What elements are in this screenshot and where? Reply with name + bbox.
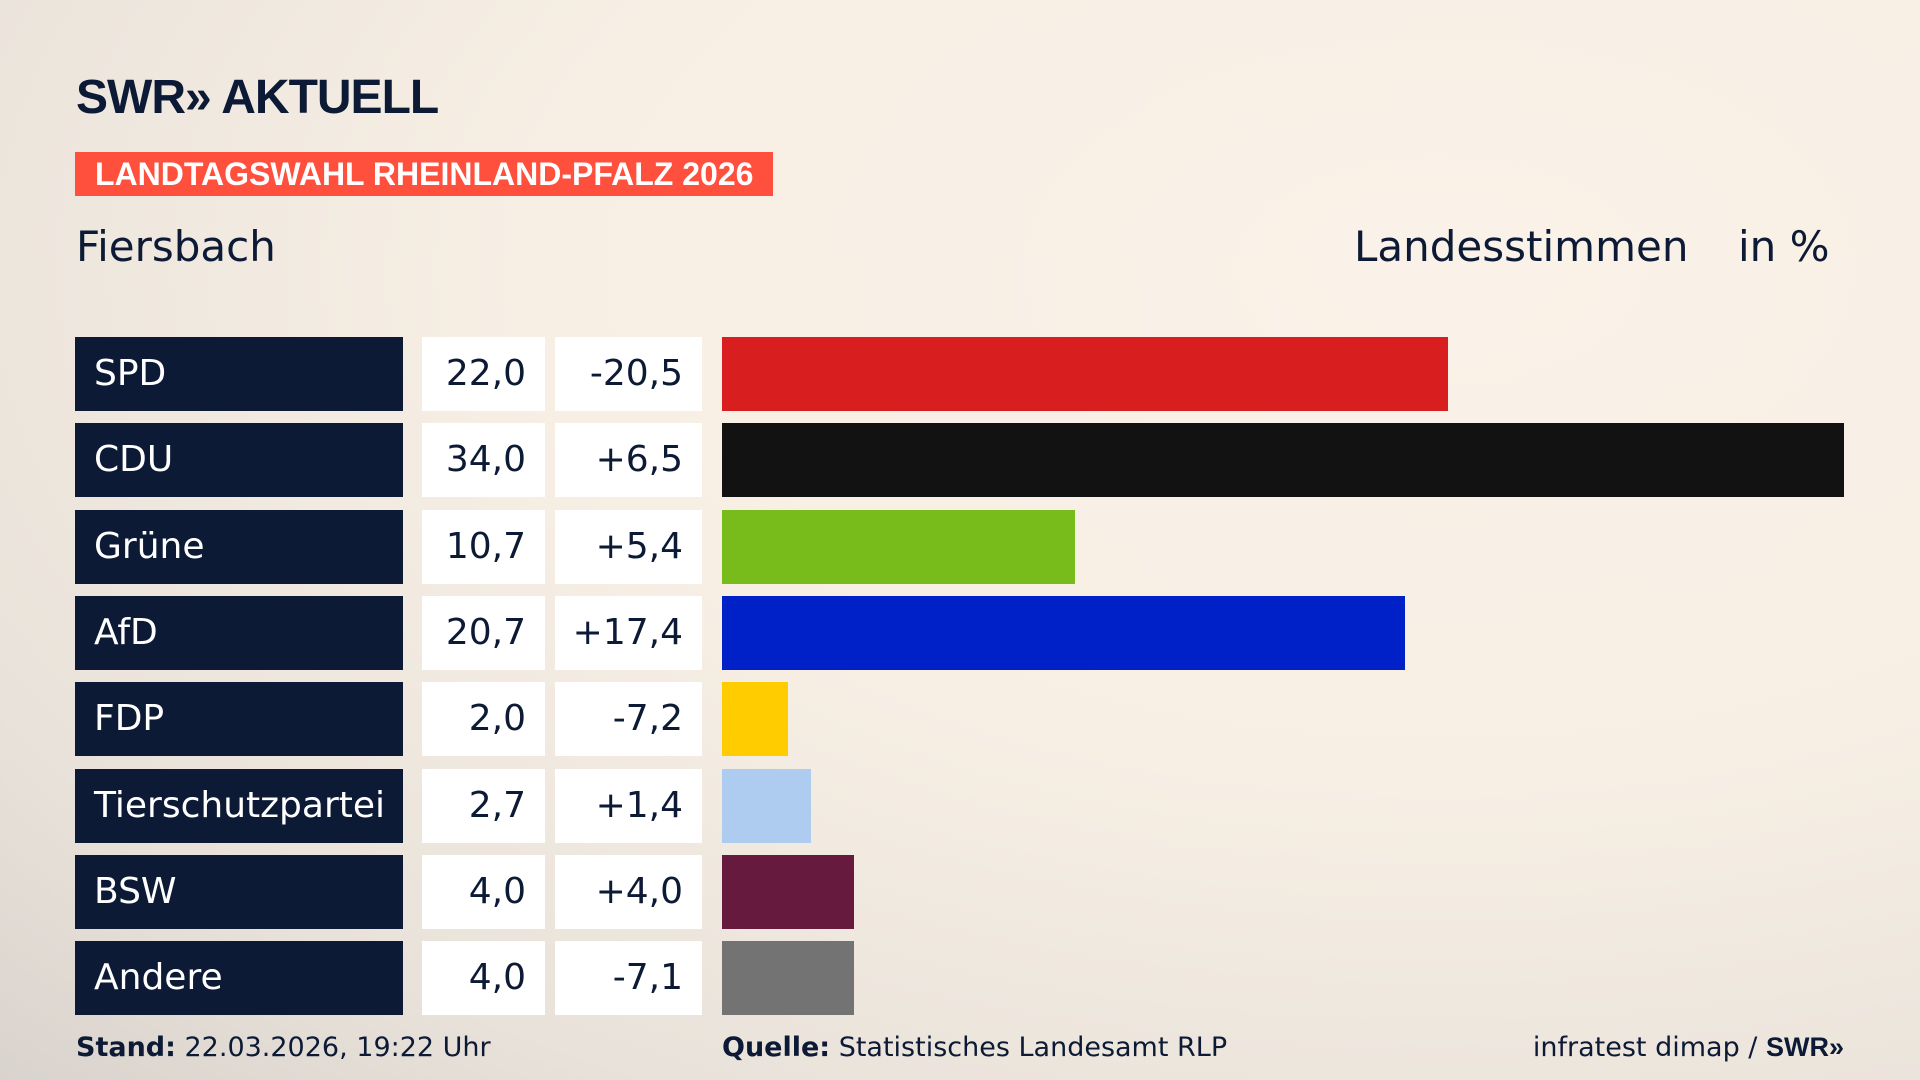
party-name: FDP xyxy=(75,682,403,757)
party-change: +17,4 xyxy=(555,595,702,670)
party-bar xyxy=(722,423,1844,498)
party-row: Andere 4,0 -7,1 xyxy=(0,941,1920,1016)
party-name: BSW xyxy=(75,854,403,929)
place-title: Fiersbach xyxy=(76,222,276,271)
party-row: SPD 22,0 -20,5 xyxy=(0,337,1920,411)
party-bar xyxy=(722,941,854,1016)
party-change: -20,5 xyxy=(555,337,702,411)
stand-label: Stand: xyxy=(76,1032,176,1063)
party-bar xyxy=(722,509,1076,584)
party-name: CDU xyxy=(75,423,403,498)
unit-label: in % xyxy=(1738,222,1830,271)
party-bar xyxy=(722,337,1448,411)
source: Quelle: Statistisches Landesamt RLP xyxy=(722,1032,1227,1063)
swr-logo: SWR» xyxy=(1765,1032,1844,1062)
party-bar xyxy=(722,595,1406,670)
party-value: 4,0 xyxy=(422,854,545,929)
party-name: Grüne xyxy=(75,509,403,584)
party-value: 4,0 xyxy=(422,941,545,1016)
party-change: +5,4 xyxy=(555,509,702,584)
party-bar xyxy=(722,854,854,929)
party-bar xyxy=(722,768,812,843)
party-change: +4,0 xyxy=(555,854,702,929)
party-row: FDP 2,0 -7,2 xyxy=(0,682,1920,757)
party-change: -7,2 xyxy=(555,682,702,757)
timestamp: Stand: 22.03.2026, 19:22 Uhr xyxy=(76,1032,491,1063)
party-value: 2,0 xyxy=(422,682,545,757)
party-value: 22,0 xyxy=(422,337,545,411)
party-name: Tierschutzpartei xyxy=(75,768,403,843)
party-value: 34,0 xyxy=(422,423,545,498)
credit: infratest dimap / SWR» xyxy=(1533,1032,1844,1063)
credit-text: infratest dimap / xyxy=(1532,1032,1766,1063)
party-row: Tierschutzpartei 2,7 +1,4 xyxy=(0,768,1920,843)
party-row: CDU 34,0 +6,5 xyxy=(0,423,1920,498)
source-value: Statistisches Landesamt RLP xyxy=(830,1032,1228,1063)
swr-aktuell-logo: SWR» AKTUELL xyxy=(76,71,439,124)
party-row: Grüne 10,7 +5,4 xyxy=(0,509,1920,584)
party-name: SPD xyxy=(75,337,403,411)
party-row: BSW 4,0 +4,0 xyxy=(0,854,1920,929)
party-name: Andere xyxy=(75,941,403,1016)
party-value: 2,7 xyxy=(422,768,545,843)
party-value: 20,7 xyxy=(422,595,545,670)
party-value: 10,7 xyxy=(422,509,545,584)
party-change: +1,4 xyxy=(555,768,702,843)
party-name: AfD xyxy=(75,595,403,670)
party-row: AfD 20,7 +17,4 xyxy=(0,595,1920,670)
source-label: Quelle: xyxy=(722,1032,831,1063)
vote-type-label: Landesstimmen xyxy=(1354,222,1689,271)
party-change: +6,5 xyxy=(555,423,702,498)
party-change: -7,1 xyxy=(555,941,702,1016)
election-banner: LANDTAGSWAHL RHEINLAND-PFALZ 2026 xyxy=(75,152,774,196)
party-bar xyxy=(722,682,788,757)
stand-value: 22.03.2026, 19:22 Uhr xyxy=(175,1032,491,1063)
